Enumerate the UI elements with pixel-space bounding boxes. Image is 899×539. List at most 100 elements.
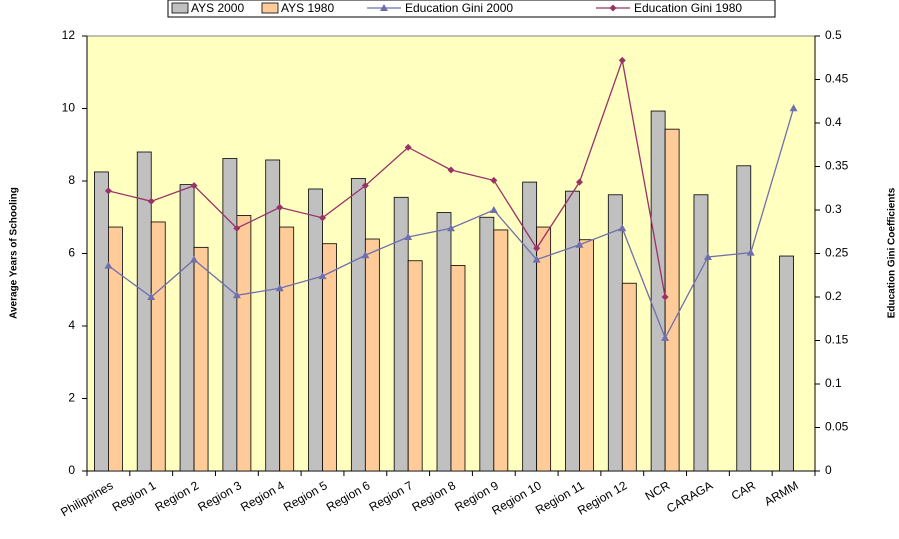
line-marker [147,293,156,300]
x-tick-label: Region 7 [367,478,416,514]
bar [522,181,538,472]
bar [565,190,580,472]
x-tick-label: Region 6 [324,478,373,514]
line-marker [447,166,455,174]
line-marker [447,224,455,232]
line-marker [404,232,413,240]
bar [108,226,123,472]
bar [193,246,209,472]
x-tick-label: Region 8 [409,478,458,514]
line-marker [233,224,241,232]
x-tick-label: NCR [643,478,673,503]
bar [779,255,794,472]
x-tick-label: ARMM [762,478,801,508]
line-marker [275,284,284,292]
y2-tick-label: 0 [825,463,832,477]
y2-tick-label: 0.4 [825,115,842,129]
bar [693,194,709,472]
x-tick-label: Region 12 [575,478,630,518]
line-marker [147,197,155,205]
y-tick-label: 12 [62,28,76,42]
bar [650,110,666,472]
bar [536,226,552,472]
legend-box [167,0,776,18]
line-marker [489,206,498,213]
line-marker [104,261,113,269]
line-marker [532,255,541,263]
bar [450,265,466,472]
line-marker [618,224,627,232]
line-marker [618,56,626,64]
bar [493,229,509,472]
line-marker [575,240,584,248]
line-marker [232,291,241,299]
bar [308,188,323,472]
line-marker [319,214,327,222]
y-tick-label: 0 [68,463,75,477]
line-marker [533,244,541,252]
bar [479,216,495,472]
y2-tick-label: 0.2 [825,289,842,303]
bar [222,158,238,472]
line-marker [276,203,284,211]
bar [279,226,295,472]
line-marker [703,252,712,260]
x-tick-label: Region 1 [110,478,159,514]
line-marker [746,248,755,256]
bar [621,282,637,472]
legend-swatch [261,2,279,14]
bar [436,212,452,472]
line-marker [609,4,617,12]
y-axis-title: Average Years of Schooling [9,187,20,319]
line-marker [490,176,498,184]
bar [607,194,623,472]
bar [579,239,594,472]
y-tick-label: 10 [62,101,76,115]
bar [364,238,380,472]
bar [236,215,252,472]
bar [350,178,366,472]
y2-axis-title: Education Gini Coefficients [887,187,898,318]
bar [322,243,337,472]
line-marker [380,4,388,11]
y2-tick-label: 0.15 [825,333,849,347]
legend-label: Education Gini 1980 [634,1,742,15]
y2-tick-label: 0.45 [825,72,849,86]
y2-tick-label: 0.25 [825,246,849,260]
legend-label: Education Gini 2000 [405,1,513,15]
y2-tick-label: 0.5 [825,28,842,42]
line-marker [789,104,798,112]
y-tick-label: 6 [68,246,75,260]
bar [150,221,166,472]
legend-label: AYS 2000 [191,1,244,15]
line-marker [661,333,670,341]
bar [407,260,423,472]
x-tick-label: CARAGA [664,478,715,515]
legend-swatch [171,2,189,14]
line-marker [318,272,327,280]
line-marker [190,255,199,263]
y2-tick-label: 0.35 [825,159,849,173]
y-tick-label: 8 [68,173,75,187]
x-tick-label: CAR [729,478,758,503]
y-tick-label: 4 [68,318,75,332]
bar [736,165,752,472]
line-marker [104,187,112,195]
legend-label: AYS 1980 [281,1,334,15]
x-tick-label: Philippines [58,478,115,519]
line-marker [404,143,412,151]
bar [664,128,680,472]
bar [179,184,195,472]
line-marker [190,182,198,190]
line-marker [575,178,583,186]
line-marker [361,251,370,259]
line [108,57,666,298]
y2-tick-label: 0.1 [825,376,842,390]
x-tick-label: Region 5 [281,478,330,514]
y2-tick-label: 0.05 [825,420,849,434]
bar [94,171,109,472]
x-tick-label: Region 4 [238,478,287,514]
y-tick-label: 2 [68,391,75,405]
x-tick-label: Region 2 [153,478,202,514]
